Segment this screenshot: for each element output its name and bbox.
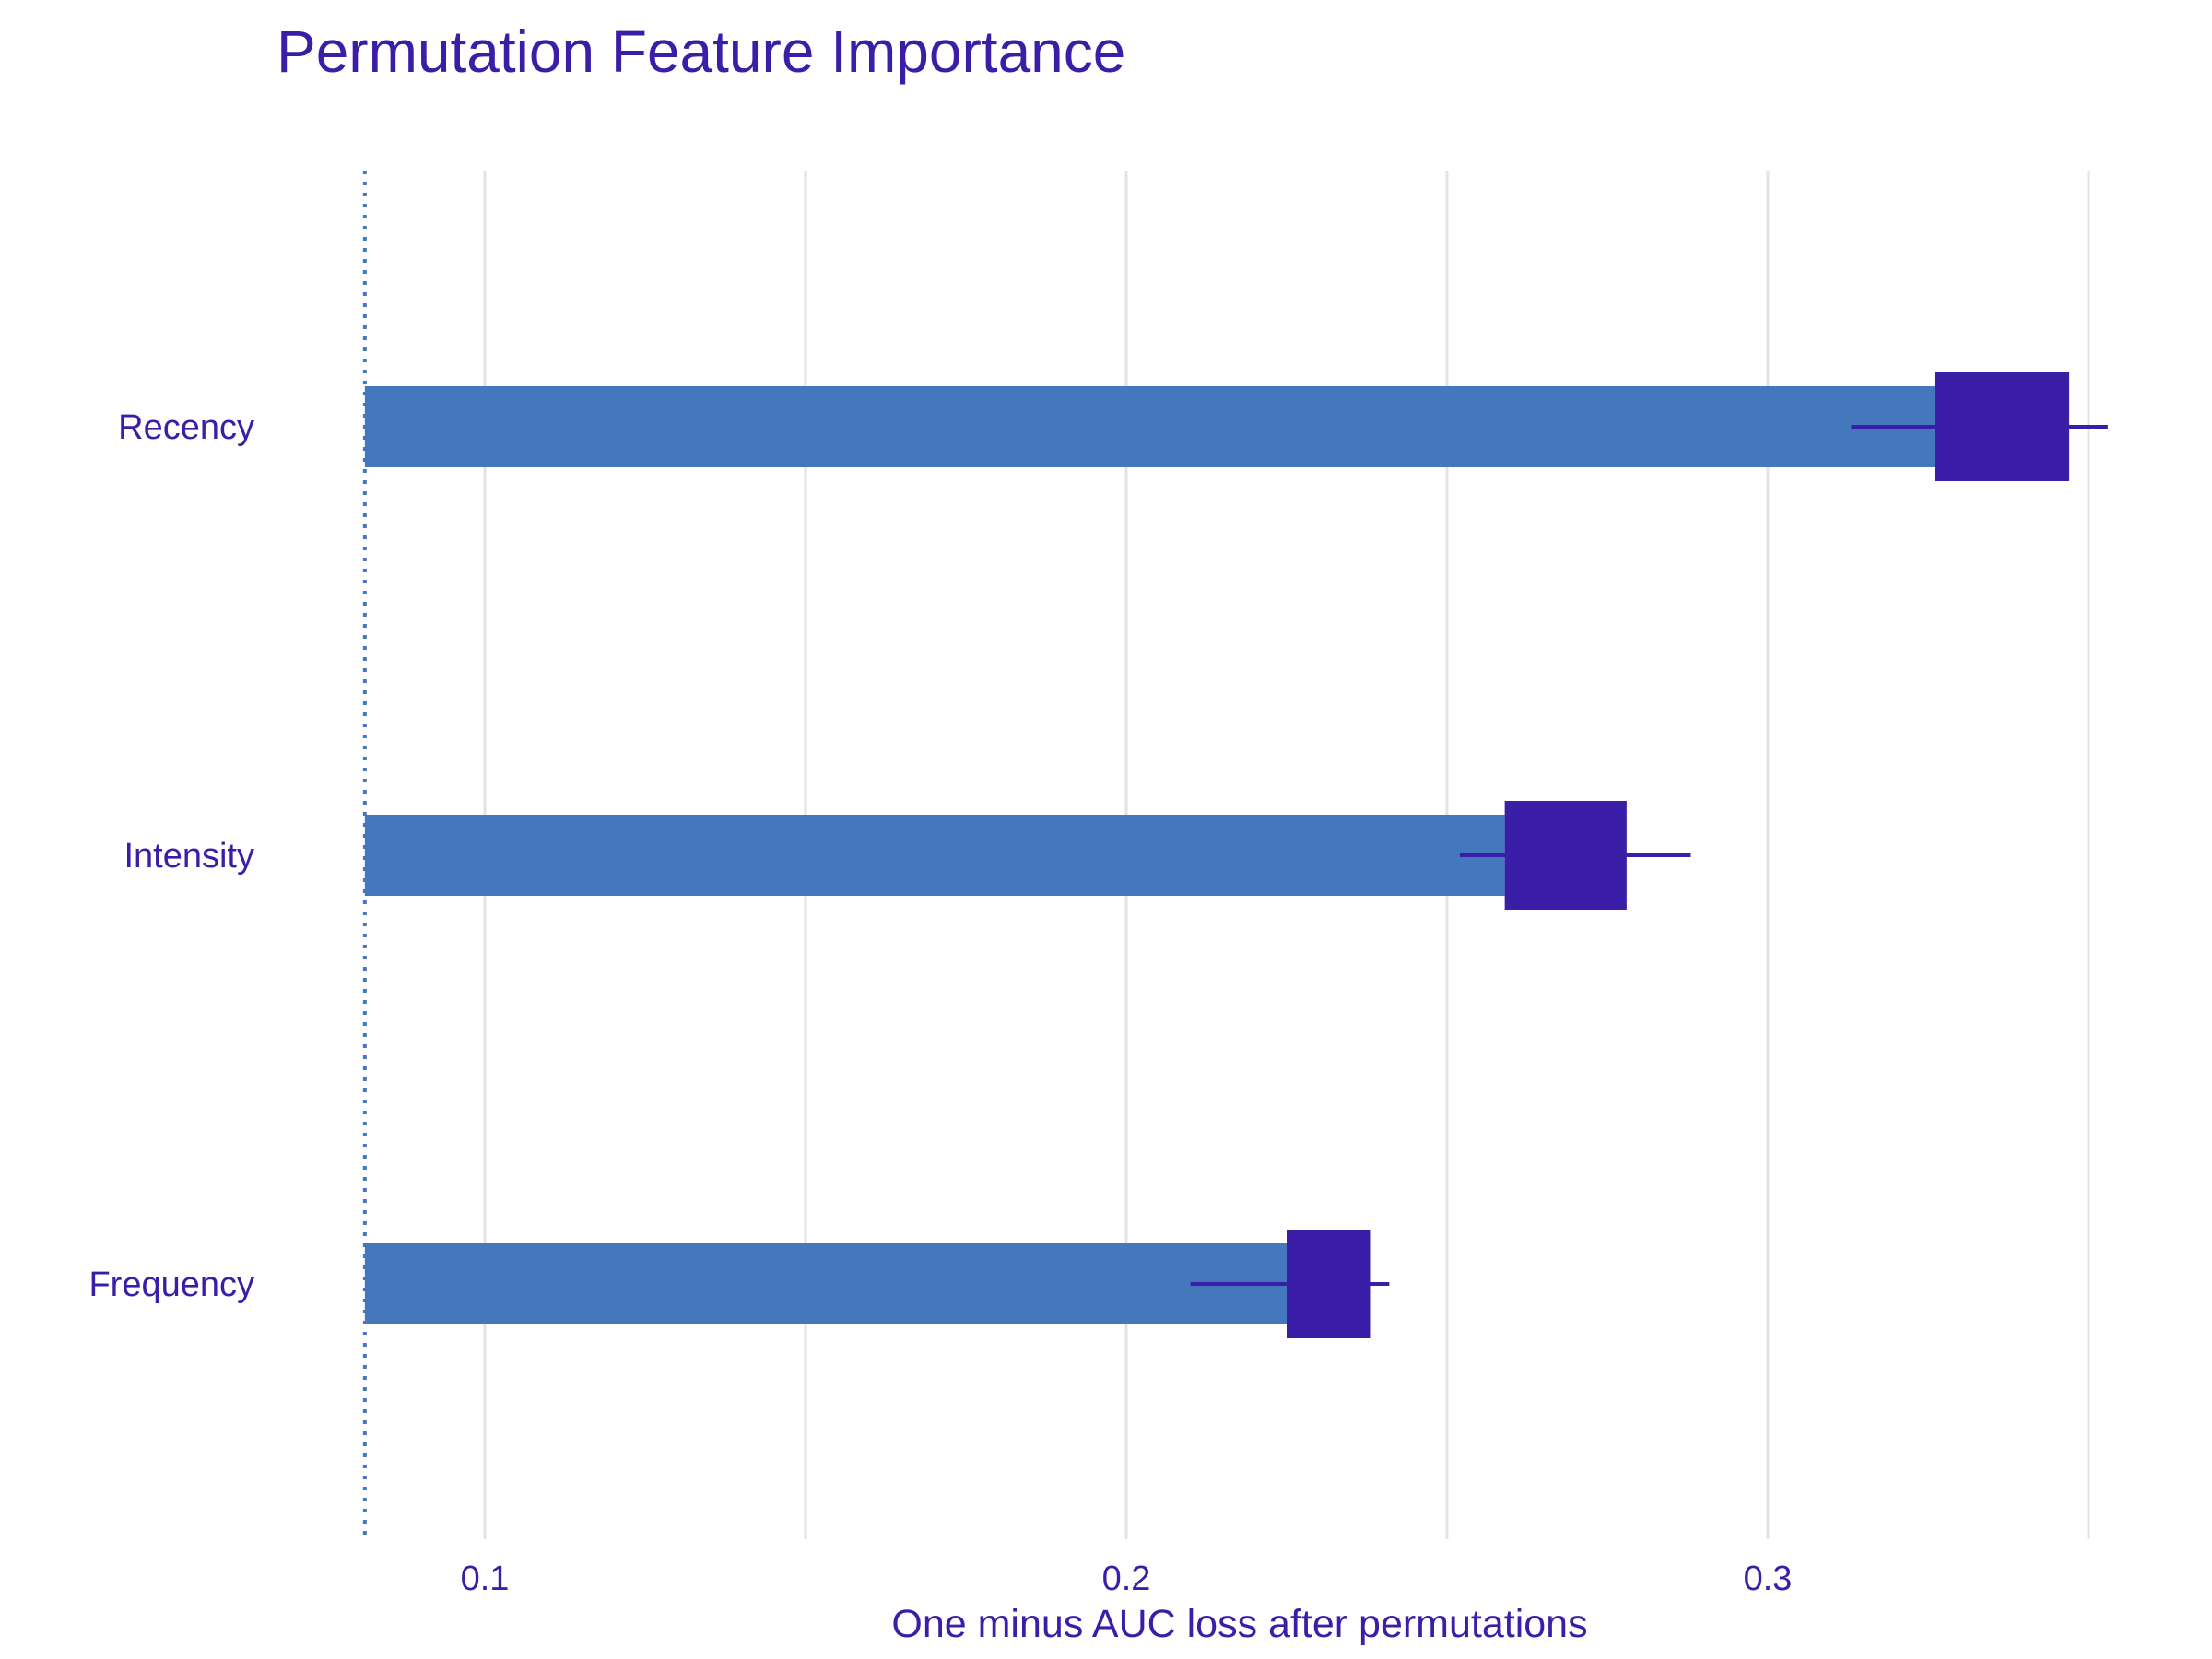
bar-frequency [364,1243,1287,1324]
bars [364,386,1935,1324]
x-tick-label: 0.2 [1102,1559,1151,1598]
box-frequency [1287,1230,1371,1338]
x-tick-label: 0.1 [461,1559,510,1598]
x-axis-ticks: 0.1 0.2 0.3 [461,1559,1793,1598]
boxplots [1190,372,2108,1338]
category-label-recency: Recency [118,408,254,447]
category-label-frequency: Frequency [88,1265,254,1304]
category-label-intensity: Intensity [124,837,254,876]
box-intensity [1504,801,1627,910]
y-axis-labels: Recency Intensity Frequency [88,408,254,1304]
bar-intensity [364,815,1505,896]
x-tick-label: 0.3 [1744,1559,1793,1598]
x-axis-label: One minus AUC loss after permutations [891,1602,1587,1646]
box-recency [1934,372,2070,481]
bar-recency [364,386,1935,467]
chart-title: Permutation Feature Importance [276,18,1125,85]
